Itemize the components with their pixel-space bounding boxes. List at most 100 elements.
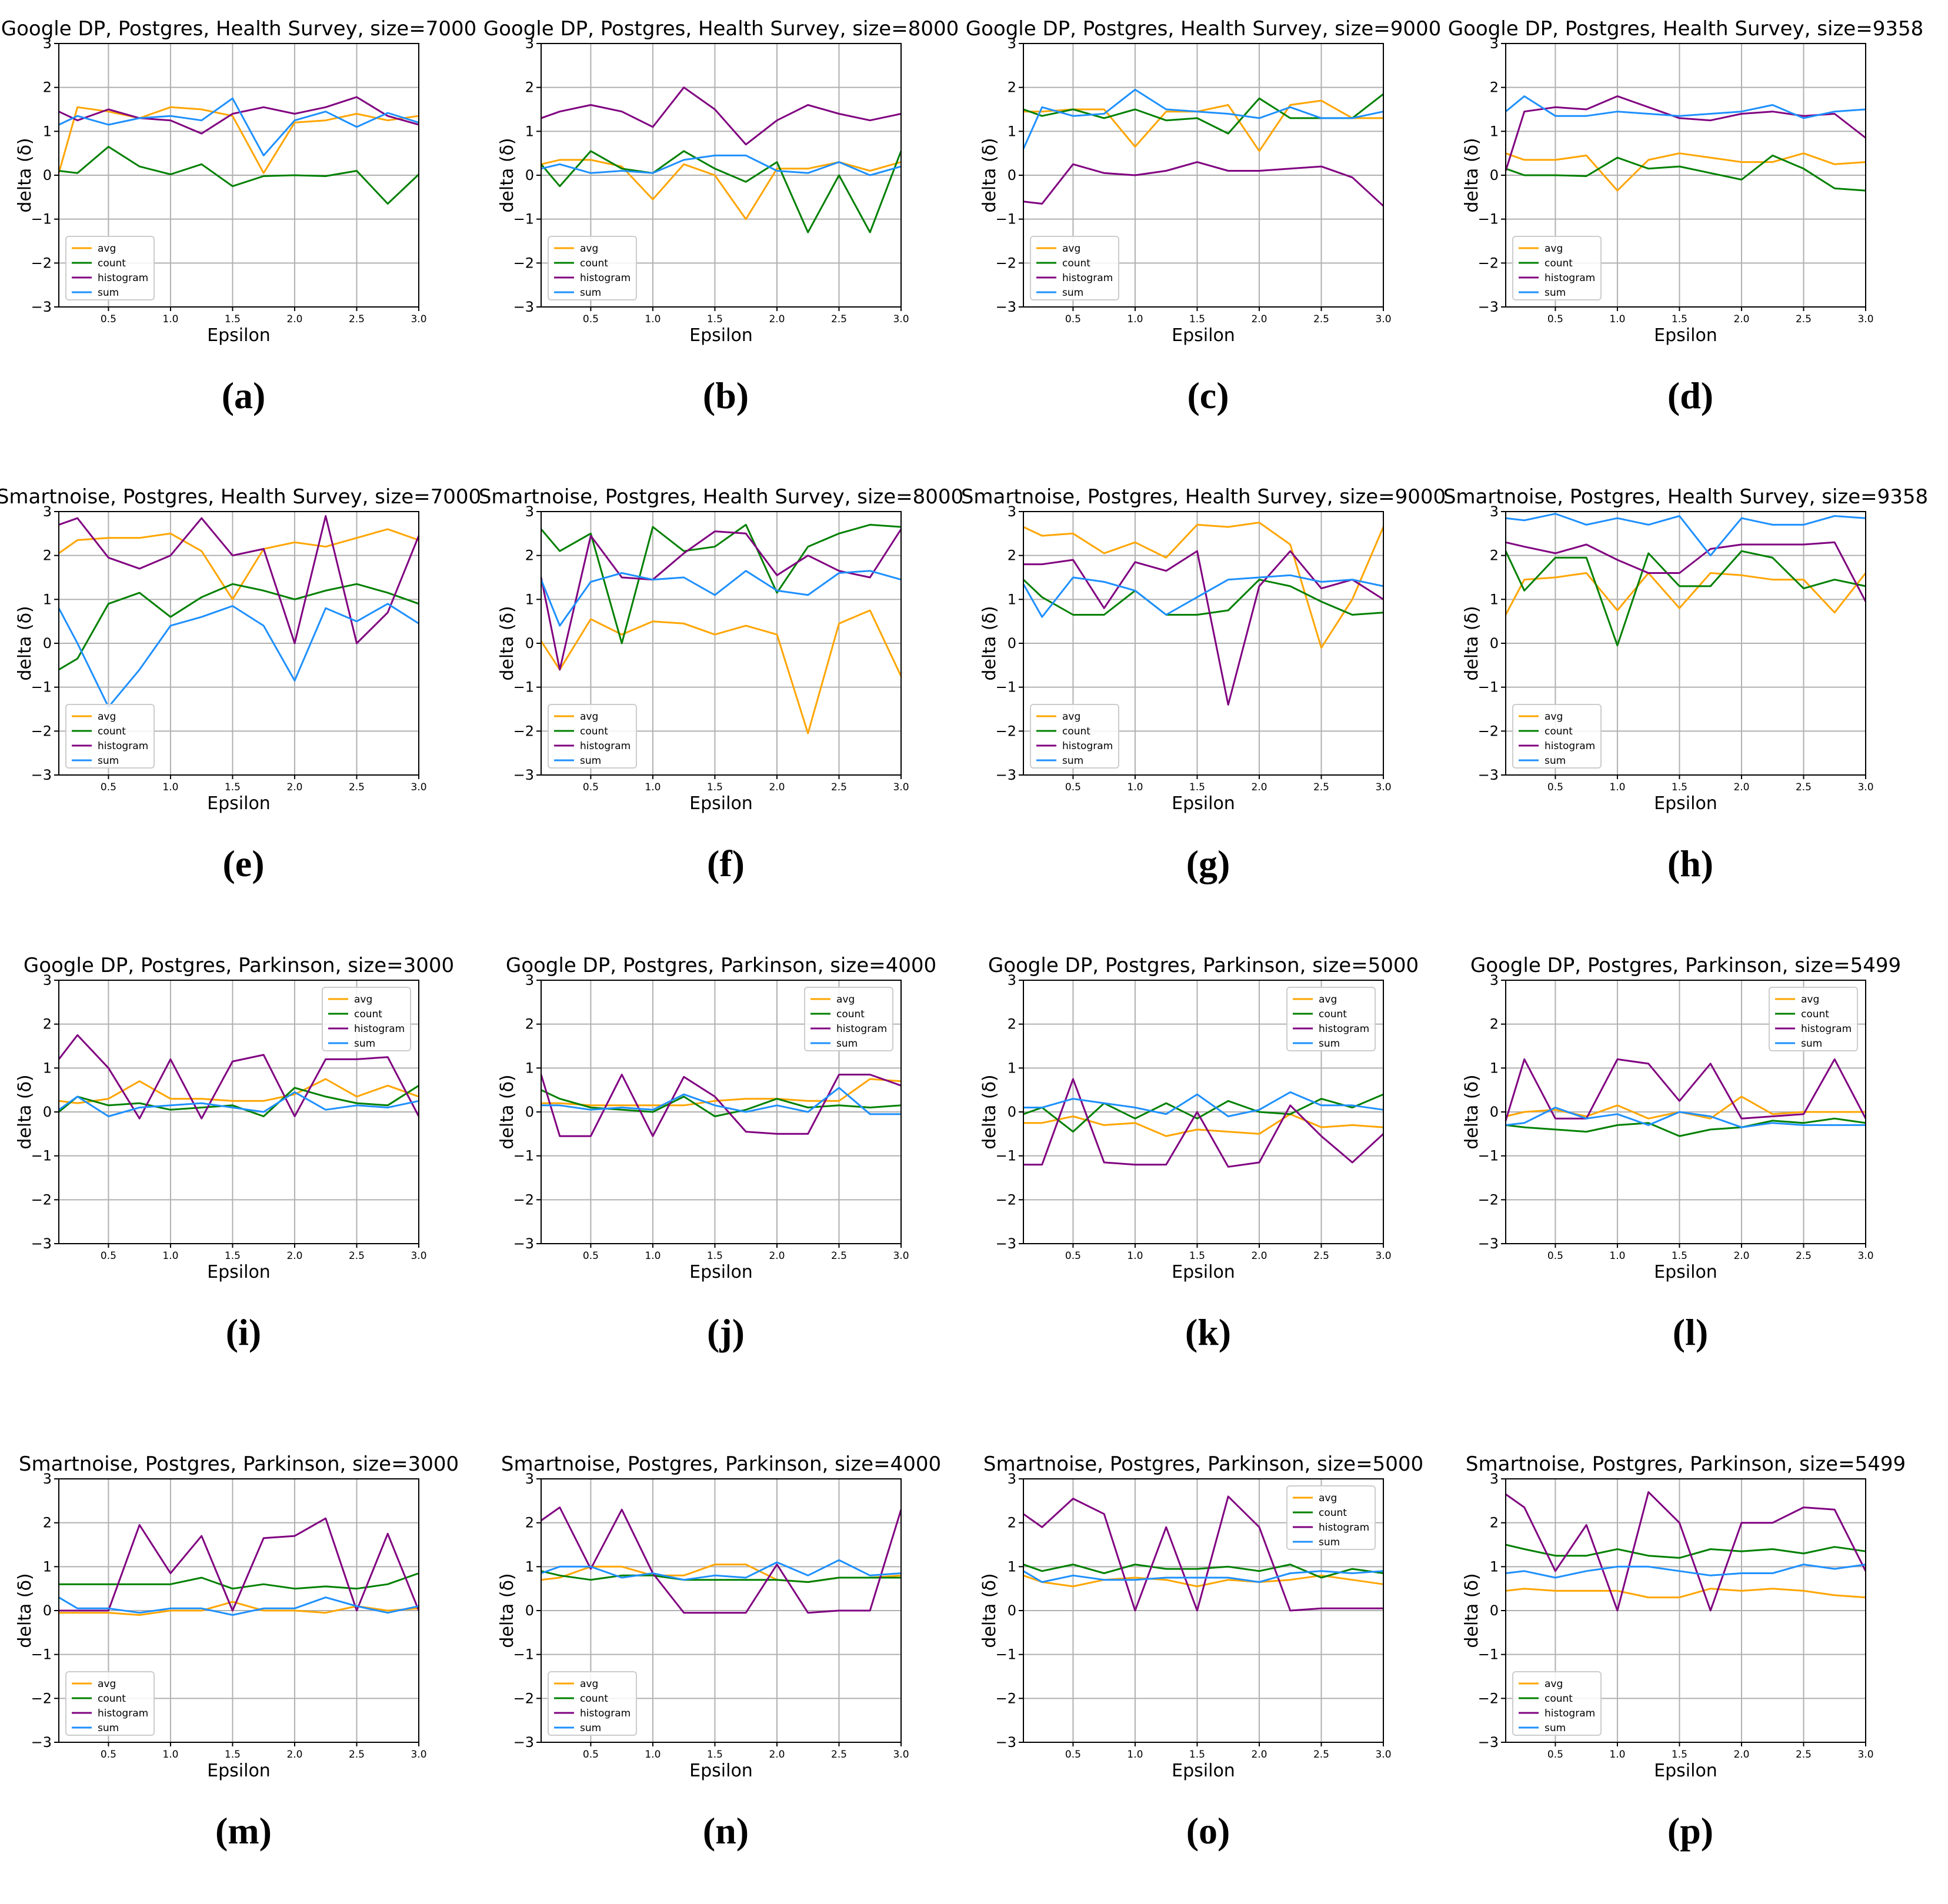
y-tick-label: 2	[525, 547, 534, 564]
y-tick-label: 1	[1490, 1060, 1499, 1076]
y-axis-label: delta (δ)	[979, 1573, 1000, 1648]
x-axis-label: Epsilon	[1172, 1262, 1235, 1282]
y-tick-label: −3	[31, 1734, 52, 1751]
legend-label-sum: sum	[580, 755, 601, 767]
x-tick-label: 2.0	[769, 781, 785, 793]
x-tick-label: 1.5	[1672, 313, 1687, 325]
y-tick-label: 3	[525, 1471, 534, 1487]
series-line-histogram	[1505, 1058, 1867, 1121]
legend-label-histogram: histogram	[1319, 1023, 1369, 1035]
legend-label-avg: avg	[1062, 243, 1080, 255]
legend: avg count histogram sum	[65, 236, 155, 300]
y-axis-label: delta (δ)	[979, 1074, 1000, 1149]
legend-label-avg: avg	[836, 994, 855, 1006]
series-line-histogram	[541, 86, 902, 146]
x-axis-label: Epsilon	[689, 325, 753, 346]
y-tick-label: −3	[1478, 1734, 1499, 1751]
subplot-title: Google DP, Postgres, Parkinson, size=549…	[1470, 954, 1901, 977]
x-tick-label: 3.0	[1857, 781, 1873, 793]
y-tick-label: 2	[1008, 1515, 1016, 1531]
legend-label-count: count	[580, 726, 608, 737]
series-line-avg	[1023, 1113, 1384, 1137]
series-line-sum	[1505, 95, 1866, 119]
series-line-histogram	[1505, 541, 1867, 602]
y-tick-label: 0	[43, 1602, 52, 1619]
series-line-sum	[58, 1091, 419, 1117]
x-tick-label: 1.0	[162, 1749, 178, 1761]
y-tick-label: 2	[1490, 1016, 1499, 1033]
legend-box	[1769, 987, 1858, 1051]
legend-label-avg: avg	[98, 1678, 116, 1690]
y-tick-label: 1	[525, 1558, 534, 1575]
series-line-avg	[58, 106, 419, 174]
legend-label-sum: sum	[1545, 755, 1566, 767]
x-tick-label: 2.5	[1796, 313, 1812, 325]
legend-label-histogram: histogram	[98, 1708, 148, 1719]
legend-label-avg: avg	[1545, 243, 1563, 255]
x-tick-label: 1.5	[225, 1250, 241, 1262]
y-tick-label: 0	[43, 167, 52, 183]
series-line-count	[1505, 550, 1866, 647]
y-tick-label: 0	[43, 635, 52, 652]
series-line-histogram	[58, 515, 420, 644]
subfigure-label: (k)	[1185, 1311, 1231, 1353]
x-tick-label: 1.0	[1127, 313, 1143, 325]
series-line-count	[1505, 1117, 1866, 1137]
y-tick-label: −2	[1478, 255, 1499, 271]
y-tick-label: −2	[513, 1690, 534, 1706]
subfigure-label: (n)	[703, 1810, 749, 1852]
x-tick-label: 2.5	[349, 313, 365, 325]
subfigure-label: (a)	[222, 375, 266, 416]
legend-box	[1030, 236, 1119, 300]
series-line-count	[1505, 1544, 1866, 1559]
y-tick-label: −3	[513, 767, 534, 783]
legend-label-sum: sum	[580, 287, 601, 299]
x-axis-label: Epsilon	[689, 793, 753, 814]
y-tick-label: −2	[513, 1191, 534, 1208]
x-tick-label: 3.0	[893, 1250, 909, 1262]
subplot-i: Google DP, Postgres, Parkinson, size=300…	[15, 954, 454, 1353]
x-tick-label: 1.5	[707, 781, 723, 793]
legend-box	[548, 236, 637, 300]
x-tick-label: 2.5	[1313, 313, 1329, 325]
y-tick-label: 0	[1490, 167, 1499, 183]
legend-box	[1286, 1485, 1376, 1550]
x-tick-label: 1.0	[1609, 781, 1625, 793]
x-tick-label: 1.5	[707, 1250, 723, 1262]
legend: avg count histogram sum	[1286, 987, 1376, 1051]
plot-frame	[1505, 43, 1866, 308]
y-tick-label: −1	[996, 211, 1016, 228]
y-tick-label: −1	[996, 1646, 1016, 1663]
y-tick-label: 1	[43, 123, 52, 139]
y-tick-label: 0	[525, 167, 534, 183]
y-tick-label: 1	[525, 591, 534, 607]
x-tick-label: 3.0	[1375, 313, 1391, 325]
subplot-f: Smartnoise, Postgres, Health Survey, siz…	[479, 485, 963, 884]
x-tick-label: 2.0	[286, 1749, 302, 1761]
x-tick-label: 3.0	[1375, 1749, 1391, 1761]
subfigure-label: (l)	[1673, 1311, 1708, 1353]
legend-label-sum: sum	[98, 755, 119, 767]
plot-frame	[58, 511, 419, 776]
series-line-sum	[1023, 1091, 1384, 1117]
subfigure-label: (j)	[707, 1311, 745, 1353]
series-line-histogram	[1023, 550, 1384, 706]
subplot-l: Google DP, Postgres, Parkinson, size=549…	[1462, 954, 1901, 1353]
legend-label-histogram: histogram	[580, 1708, 631, 1719]
legend-label-sum: sum	[354, 1038, 375, 1050]
y-tick-label: 2	[43, 79, 52, 96]
y-tick-label: 2	[1490, 547, 1499, 564]
legend-label-count: count	[1062, 258, 1090, 269]
y-tick-label: −2	[996, 1191, 1016, 1208]
y-tick-label: 0	[1490, 1602, 1499, 1619]
x-tick-label: 1.0	[162, 781, 178, 793]
x-axis-label: Epsilon	[1654, 1761, 1717, 1781]
x-tick-label: 3.0	[411, 1250, 426, 1262]
x-axis-label: Epsilon	[1654, 1262, 1717, 1282]
y-tick-label: −1	[513, 1148, 534, 1164]
x-axis-label: Epsilon	[207, 325, 271, 346]
x-tick-label: 2.0	[1251, 313, 1267, 325]
x-tick-label: 2.5	[349, 1749, 365, 1761]
y-axis-label: delta (δ)	[497, 1074, 518, 1149]
y-tick-label: 2	[1490, 1515, 1499, 1531]
